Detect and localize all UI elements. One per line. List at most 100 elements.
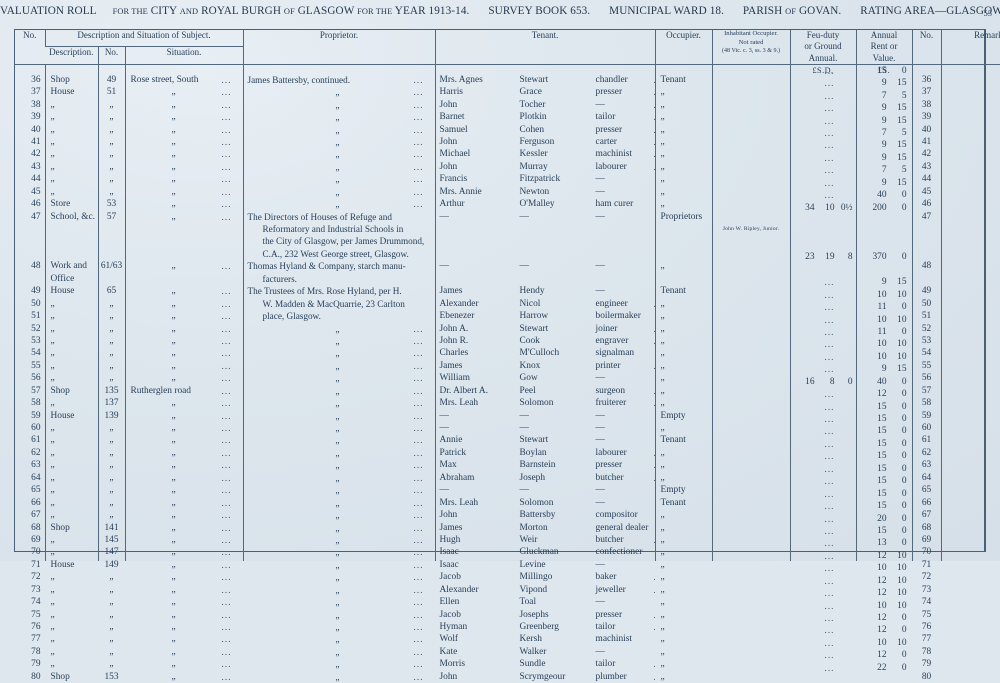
cell-feu-duty: ... — [791, 612, 856, 624]
row-number-right: 53 — [921, 335, 932, 346]
cell-feu-duty: ... — [791, 513, 856, 525]
situation-leader-dots: ... — [221, 522, 232, 533]
th-no: No. — [15, 30, 45, 65]
cell-feu-duty: ... — [791, 388, 856, 400]
cell-occupier — [656, 235, 712, 247]
tenant-first-name: — — [439, 261, 449, 272]
cell-description-number: 145 — [104, 534, 119, 545]
annual-rent-part: 15 — [877, 463, 887, 474]
cell-annual-rent: 15 0 — [857, 413, 912, 425]
cell-remarks — [942, 260, 1000, 272]
annual-rent-part: 15 — [897, 78, 907, 89]
cell-situation: „... — [126, 671, 243, 683]
row-number-left — [15, 248, 45, 260]
proprietor-leader-dots: ... — [413, 497, 424, 508]
row-number-right: 45 — [921, 186, 932, 197]
feu-duty-part: 8 — [829, 376, 835, 387]
row-number-left: 67 — [31, 510, 41, 521]
cell-situation: „... — [126, 310, 243, 322]
cell-inhabitant-occupier — [713, 571, 790, 583]
tenant-leader-dots-1: ... — [654, 658, 655, 670]
cell-feu-duty: ... — [791, 637, 856, 649]
feu-duty-part: ... — [824, 550, 835, 561]
cell-description-number: 57 — [106, 211, 117, 222]
th-feu-duty: Feu-duty or Ground Annual. — [789, 30, 857, 65]
cell-description-number: „ — [109, 423, 114, 433]
cell-remarks — [942, 323, 1000, 335]
proprietor-leader-dots: ... — [413, 410, 424, 421]
feu-duty-part: 34 — [805, 202, 815, 213]
cell-inhabitant-occupier — [713, 235, 790, 247]
cell-description-number: „ — [109, 124, 114, 135]
cell-tenant: — — — — [436, 410, 655, 422]
cell-remarks — [942, 360, 1000, 372]
cell-description: „ — [50, 174, 55, 185]
cell-feu-duty: ... — [791, 413, 856, 425]
cell-proprietor: „... — [244, 646, 435, 658]
cell-inhabitant-occupier — [713, 447, 790, 459]
tenant-first-name: — — [439, 485, 449, 496]
cell-situation: „... — [126, 646, 243, 658]
situation-leader-dots: ... — [221, 323, 232, 334]
cell-description: House — [50, 87, 75, 98]
cell-remarks — [942, 434, 1000, 446]
proprietor-leader-dots: ... — [413, 423, 424, 433]
tenant-surname: Kersh — [519, 634, 542, 645]
feu-duty-part: ... — [824, 463, 835, 474]
proprietor-leader-dots: ... — [413, 360, 424, 371]
tenant-occupation: ham curer — [595, 199, 634, 210]
tenant-surname: Cohen — [519, 124, 545, 135]
annual-rent-part: 12 — [877, 625, 887, 636]
situation-text: „ — [171, 435, 176, 446]
th-inh-line2: Not rated — [738, 38, 764, 46]
situation-text: „ — [171, 522, 176, 533]
annual-rent-part: 0 — [901, 401, 907, 412]
feu-duty-part: 23 — [805, 252, 815, 263]
cell-feu-duty: ... — [791, 301, 856, 313]
annual-rent-part: 15 — [877, 476, 887, 487]
proprietor-ditto: „ — [335, 348, 341, 359]
cell-feu-duty: ... — [791, 164, 856, 176]
cell-proprietor: „... — [244, 434, 435, 446]
row-number-right: 56 — [921, 373, 932, 384]
tenant-surname: Joseph — [519, 472, 546, 483]
annual-rent-part: 10 — [897, 351, 907, 362]
annual-rent-part: 13 — [877, 538, 887, 549]
proprietor-ditto: „ — [335, 124, 341, 135]
cell-proprietor: „... — [244, 347, 435, 359]
cell-annual-rent — [857, 226, 912, 238]
table-header: No. Description and Situation of Subject… — [15, 30, 1000, 65]
cell-inhabitant-occupier — [713, 584, 790, 596]
th-situation: Situation. — [124, 46, 244, 65]
row-number-right: 66 — [921, 497, 932, 508]
feu-duty-part: ... — [824, 152, 835, 163]
situation-leader-dots: ... — [221, 112, 232, 123]
cell-description: „ — [50, 323, 55, 334]
cell-description: School, &c. — [50, 211, 96, 222]
cell-description: House — [50, 286, 75, 297]
cell-description: „ — [50, 447, 55, 458]
proprietor-ditto: „ — [335, 534, 341, 545]
annual-rent-part: 11 — [877, 326, 887, 337]
cell-situation: „... — [126, 410, 243, 422]
annual-rent-part: 20 — [877, 513, 887, 524]
cell-annual-rent: 10 10 — [857, 562, 912, 574]
situation-text: „ — [171, 323, 176, 334]
annual-rent-part: 22 — [877, 662, 887, 673]
row-number-left: 70 — [31, 547, 41, 558]
row-number-left: 52 — [31, 323, 41, 334]
cell-description-number: „ — [109, 323, 114, 334]
cell-proprietor: „... — [244, 671, 435, 683]
cell-description-number: „ — [109, 161, 114, 172]
row-number-right: 75 — [921, 609, 932, 620]
row-number-right: 76 — [921, 622, 932, 632]
annual-rent-part: 9 — [881, 364, 887, 375]
cell-occupier: „ — [660, 671, 665, 682]
proprietor-leader-dots: ... — [413, 435, 424, 446]
cell-occupier: „ — [660, 534, 665, 545]
cell-description-number — [99, 223, 125, 235]
cell-annual-rent — [857, 214, 912, 226]
tenant-leader-dots-1: ... — [654, 397, 655, 409]
cell-occupier: „ — [660, 634, 665, 645]
tenant-first-name: Kate — [439, 646, 458, 657]
